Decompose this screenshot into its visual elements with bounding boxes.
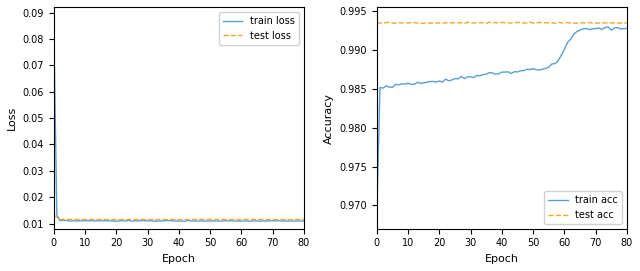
Line: train loss: train loss <box>54 23 304 221</box>
test acc <box>582 21 590 24</box>
train loss <box>256 220 264 223</box>
train acc <box>576 28 584 32</box>
Line: test loss: test loss <box>54 216 304 220</box>
test acc <box>595 21 603 25</box>
X-axis label: Epoch: Epoch <box>485 254 519 264</box>
Legend: train loss, test loss: train loss, test loss <box>219 12 299 45</box>
Y-axis label: Loss: Loss <box>7 106 17 130</box>
train loss <box>209 219 217 222</box>
test acc <box>461 22 468 25</box>
train acc <box>598 28 606 31</box>
test loss <box>300 218 308 221</box>
test loss <box>209 218 217 221</box>
train acc <box>529 67 537 70</box>
train loss <box>50 21 58 25</box>
test loss <box>256 218 264 221</box>
train loss <box>300 220 308 223</box>
Line: test acc: test acc <box>377 22 627 24</box>
test loss <box>56 218 64 221</box>
train acc <box>373 212 381 215</box>
train loss <box>278 220 286 223</box>
train acc <box>623 27 631 30</box>
train acc <box>604 25 612 28</box>
test acc <box>373 21 381 25</box>
Y-axis label: Accuracy: Accuracy <box>324 92 334 144</box>
test acc <box>604 21 612 25</box>
test acc <box>514 21 522 24</box>
train acc <box>589 27 596 30</box>
train acc <box>511 70 518 73</box>
train loss <box>191 219 198 222</box>
test acc <box>564 21 572 24</box>
test loss <box>50 214 58 217</box>
test acc <box>526 21 534 24</box>
test acc <box>623 21 631 25</box>
Legend: train acc, test acc: train acc, test acc <box>544 191 622 224</box>
test loss <box>237 218 245 221</box>
train loss <box>113 220 120 223</box>
test loss <box>278 218 286 221</box>
train loss <box>237 220 245 223</box>
train acc <box>557 54 565 57</box>
Line: train acc: train acc <box>377 27 627 213</box>
train loss <box>269 219 276 222</box>
test loss <box>269 218 276 221</box>
test acc <box>536 21 543 24</box>
test loss <box>191 218 198 221</box>
X-axis label: Epoch: Epoch <box>162 254 196 264</box>
